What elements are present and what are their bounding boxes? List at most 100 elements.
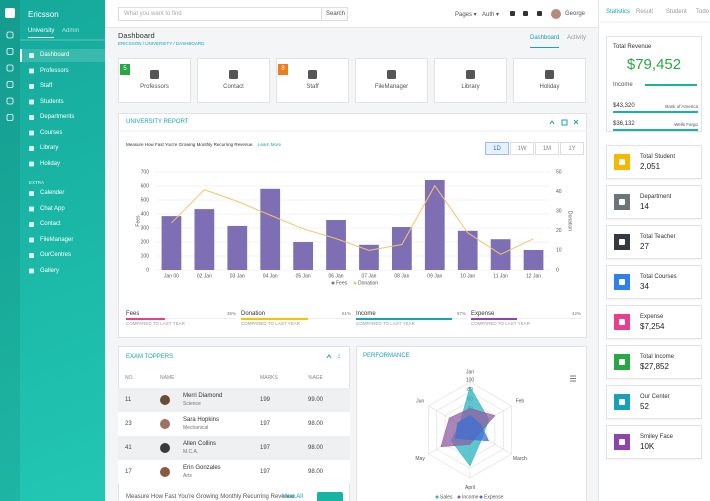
stat-value: 35% [226,311,236,316]
menu-item[interactable]: Gallery [40,267,60,274]
tile[interactable] [513,58,586,103]
sidebar-tab[interactable]: Admin [62,28,80,34]
stat-sub: COMPARED TO LAST YEAR [356,321,415,326]
card-value: $27,852 [640,362,669,371]
tile[interactable] [434,58,507,103]
menu-item[interactable]: Professors [40,67,69,74]
stat-value: 61% [341,311,351,316]
tile[interactable] [276,58,349,103]
menu-item[interactable]: OurCentres [40,252,72,258]
revenue-row-bar [613,129,698,131]
cell-no: 17 [125,469,132,475]
range-button[interactable]: 1M [535,142,559,155]
menu-item[interactable]: Contact [40,221,61,227]
stat-value: 42% [571,311,581,316]
card-icon [614,274,630,290]
range-button[interactable]: 1Y [560,142,584,155]
cell-marks: 197 [260,445,271,451]
range-button[interactable]: 1W [510,142,534,155]
card-icon [614,234,630,250]
menu-item[interactable]: Students [40,98,64,105]
cell-name: Erin Gonzales [183,465,221,471]
column-header: MARKS [260,375,278,381]
cell-pct: 98.00 [308,469,324,475]
sidebar [0,0,105,501]
card-label: Expense [640,314,664,320]
revenue-row-amount: $43,320 [613,103,635,109]
menu-item[interactable]: Departments [40,114,75,120]
search-box[interactable]: What you want to find [118,7,322,21]
menu-item[interactable]: Courses [40,129,63,136]
cell-pct: 98.00 [308,421,324,427]
card-label: Total Income [640,354,675,360]
performance-panel [356,346,587,501]
revenue-bar [645,84,697,86]
menu-item[interactable]: FileManager [40,236,74,243]
revenue-row-amount: $36,132 [613,121,635,127]
report-link[interactable]: Learn More [258,142,282,147]
stat-name: Donation [241,311,266,317]
sidebar-tab[interactable]: University [28,28,55,38]
page-tab[interactable]: Activity [567,35,587,41]
menu-item[interactable]: Calender [40,190,65,196]
header-menu[interactable]: Pages ▾ [455,12,477,18]
page-tab[interactable]: Dashboard [530,35,560,48]
card-label: Smiley Face [640,434,674,440]
card-icon [614,154,630,170]
brand: Ericsson [28,10,59,19]
card-icon [614,314,630,330]
toppers-title: EXAM TOPPERS [126,354,174,360]
tile-badge: 5 [120,64,130,75]
range-button[interactable]: 1D [485,142,509,155]
menu-item[interactable]: Chat App [40,205,65,212]
tile-label: FileManager [374,84,409,90]
card-value: 27 [640,242,649,251]
icon-strip [0,0,20,501]
card-icon [614,434,630,450]
revenue-row-bank: Bank of America [665,104,698,109]
cell-name: Sara Hopkins [183,417,220,423]
menu-item[interactable]: Library [40,145,59,151]
menu-item[interactable]: Dashboard [40,52,70,58]
revenue-amount: $79,452 [626,56,682,73]
cell-dept: Arts [183,473,192,479]
report-button[interactable] [317,492,343,501]
stat-name: Fees [126,311,140,317]
cell-no: 41 [125,445,132,451]
right-tab[interactable]: Student [666,9,687,15]
revenue-label: Income [613,82,633,88]
toppers-link[interactable]: View All [282,494,303,500]
cell-no: 23 [125,421,132,427]
card-label: Our Center [640,394,670,400]
cell-dept: M.C.A. [183,449,199,455]
cell-marks: 197 [260,421,271,427]
table-row [118,460,350,484]
card-icon [614,194,630,210]
stat-bar [471,318,518,320]
performance-title: PERFORMANCE [363,353,410,359]
tile-badge: 8 [278,64,288,75]
stat-bar [241,318,309,320]
cell-dept: Mechanical [183,425,209,431]
card-label: Total Courses [640,274,677,280]
toppers-footer: Measure How Fast You're Growing Monthly … [126,494,297,500]
menu-item[interactable]: Holiday [40,160,61,167]
card-value: 34 [640,282,649,291]
revenue-row-bank: Wells Fargo [674,122,698,127]
menu-item[interactable]: Staff [40,83,53,89]
cell-no: 11 [125,397,132,403]
right-tab[interactable]: Statistics [606,9,631,15]
active-item [20,49,105,62]
breadcrumb: ERICSSON / UNIVERSITY / DASHBOARD [118,41,205,46]
right-tab[interactable]: Todo [696,9,710,15]
search-button[interactable]: Search [321,7,348,21]
right-tab[interactable]: Result [636,9,654,15]
cell-name: Allen Collins [183,441,217,447]
stat-track [126,318,236,319]
header-menu[interactable]: Auth ▾ [482,12,500,18]
tile[interactable] [355,58,428,103]
user-name[interactable]: George [565,11,586,17]
tile[interactable] [197,58,270,103]
tile[interactable] [118,58,191,103]
